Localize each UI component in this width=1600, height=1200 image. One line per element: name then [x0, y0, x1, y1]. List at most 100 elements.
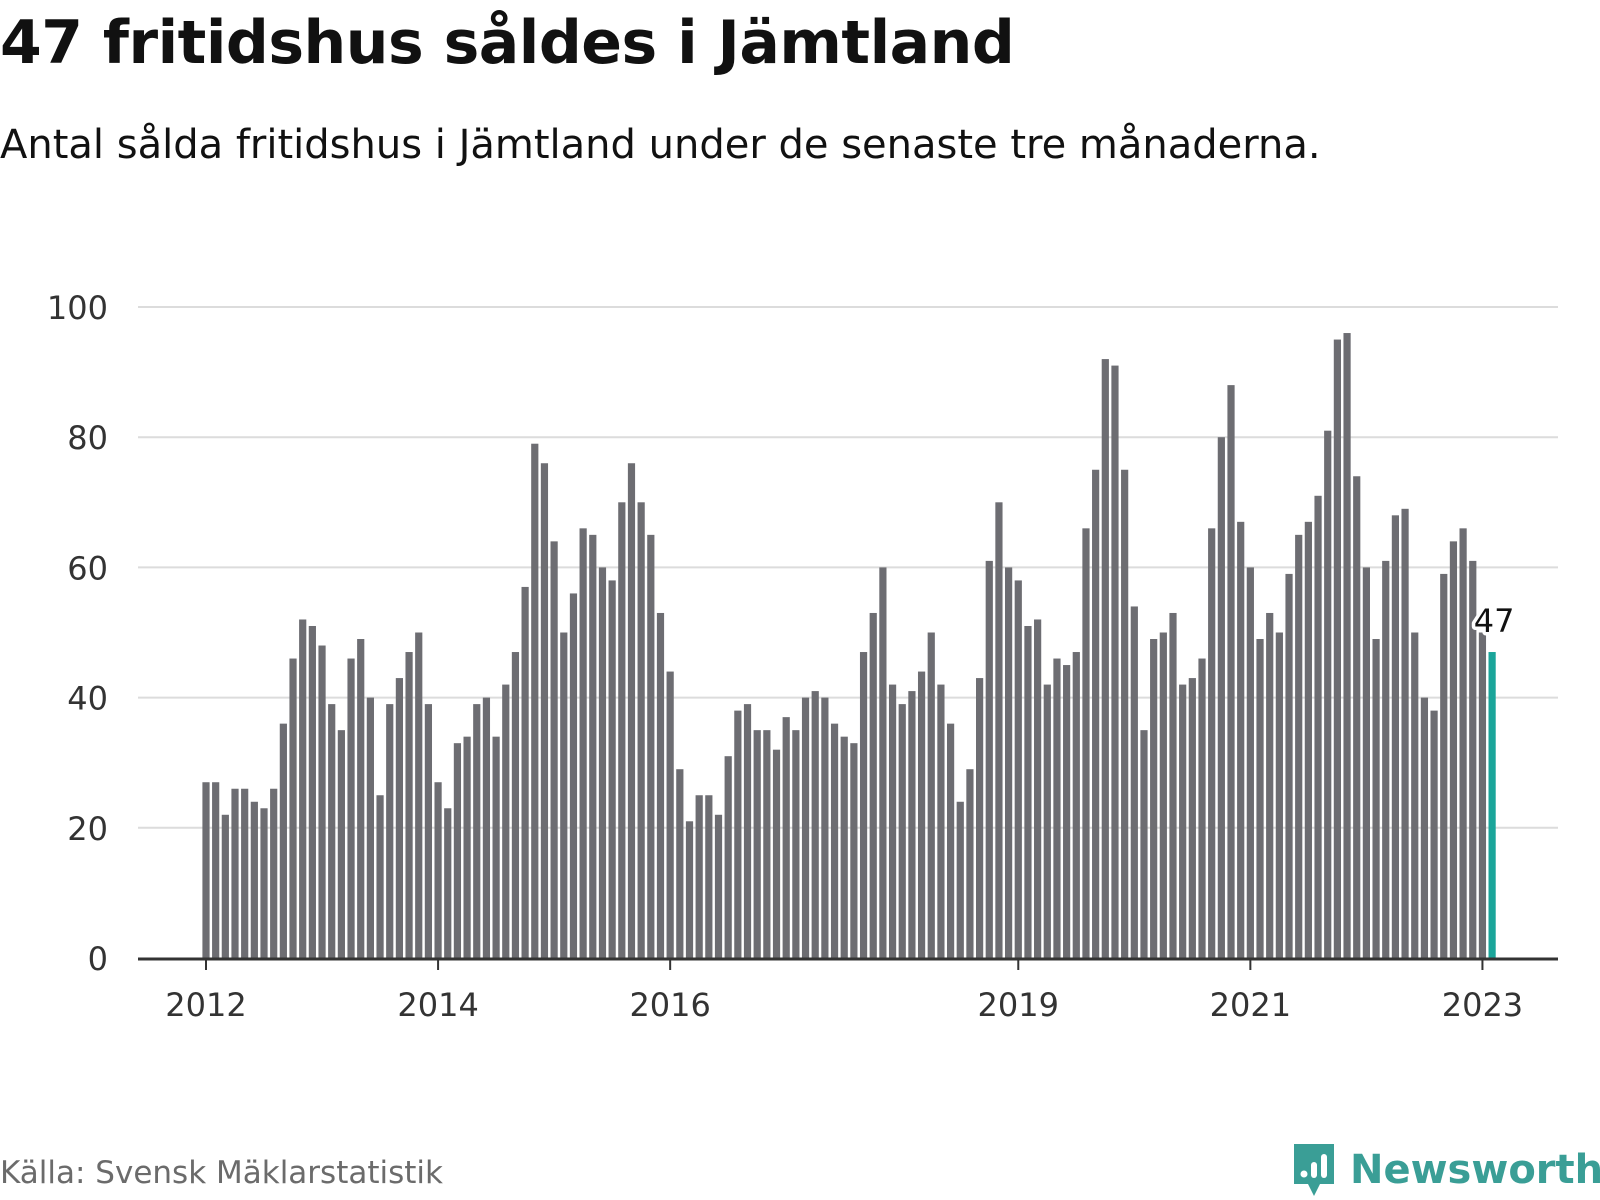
bar: [714, 814, 723, 958]
bar: [995, 502, 1003, 958]
x-tick-label: 2014: [397, 986, 478, 1024]
bar: [1237, 521, 1245, 958]
bar: [415, 632, 423, 958]
brand-logo: Newsworthy: [1290, 1140, 1600, 1200]
bar: [1092, 469, 1100, 958]
bar: [386, 704, 394, 958]
bar: [221, 814, 229, 958]
bar: [511, 652, 520, 958]
bar: [1034, 619, 1042, 958]
bar: [1072, 652, 1080, 958]
bar: [1324, 430, 1332, 958]
bar: [1449, 541, 1458, 958]
bar: [1382, 560, 1390, 958]
bar: [627, 463, 636, 958]
bar: [1005, 567, 1013, 958]
x-tick-label: 2016: [629, 986, 710, 1024]
bar: [956, 801, 964, 958]
bar: [270, 788, 278, 958]
chart-subtitle: Antal sålda fritidshus i Jämtland under …: [0, 122, 1321, 168]
bars: [202, 333, 1496, 959]
bar: [241, 788, 249, 958]
bar: [1314, 495, 1322, 958]
bar: [888, 684, 897, 958]
bar: [1391, 515, 1400, 958]
bar: [1372, 639, 1380, 958]
brand-name: Newsworthy: [1350, 1147, 1600, 1193]
y-tick-label: 20: [67, 810, 108, 848]
bar: [1285, 573, 1293, 958]
bar: [463, 736, 471, 958]
bar: [811, 691, 819, 958]
bar: [608, 580, 616, 958]
bar: [531, 443, 539, 959]
bar: [985, 560, 993, 958]
x-tick-label: 2012: [165, 986, 246, 1024]
bar: [1401, 508, 1409, 958]
bar: [695, 795, 703, 958]
x-tick-label: 2021: [1210, 986, 1291, 1024]
bar: [898, 704, 906, 958]
bar: [1053, 658, 1061, 958]
y-tick-label: 40: [67, 680, 108, 718]
bar: [502, 684, 510, 958]
bar: [337, 730, 345, 958]
bar: [705, 795, 713, 958]
bar: [1179, 684, 1187, 958]
bar: [1188, 678, 1196, 958]
bar: [366, 697, 374, 958]
bar: [772, 749, 781, 958]
bar-highlight: [1488, 652, 1496, 958]
bar: [1140, 730, 1148, 958]
bar: [231, 788, 239, 958]
bar: [444, 808, 452, 958]
bar: [492, 736, 500, 958]
bar: [395, 678, 403, 958]
bar: [879, 567, 887, 958]
y-tick-label: 80: [67, 419, 108, 457]
bar: [482, 697, 491, 958]
x-tick-label: 2019: [978, 986, 1059, 1024]
bar: [550, 541, 558, 958]
bar: [830, 723, 839, 958]
bar: [1024, 625, 1032, 958]
bar: [1266, 612, 1274, 958]
bar: [753, 730, 761, 958]
bar: [1101, 359, 1109, 959]
bar: [1043, 684, 1051, 958]
bar: [1440, 573, 1448, 958]
bar: [1130, 606, 1138, 958]
bar: [1169, 612, 1177, 958]
bar: [908, 691, 916, 958]
bar: [1275, 632, 1283, 958]
x-axis-ticks: 2012 2014 2016 2019 2021 2023: [165, 958, 1523, 1024]
bar: [1121, 469, 1129, 958]
bar: [782, 717, 790, 958]
bar: [260, 808, 268, 958]
bar: [424, 704, 433, 958]
bar: [560, 632, 568, 958]
bar: [917, 671, 926, 958]
bar: [1159, 632, 1167, 958]
bar: [453, 743, 462, 958]
bar: [618, 502, 626, 958]
bar: [1295, 534, 1303, 958]
bar: [1256, 639, 1264, 958]
bar: [666, 671, 674, 958]
bar: [1198, 658, 1206, 958]
bar: [724, 756, 732, 958]
bar: [1469, 560, 1477, 958]
y-tick-label: 60: [67, 549, 108, 587]
bar: [212, 782, 220, 958]
bar: [357, 639, 365, 958]
bar: [1208, 528, 1216, 958]
bar: [1227, 385, 1235, 958]
bar: [202, 782, 210, 958]
bar: [946, 723, 955, 958]
bar: [927, 632, 935, 958]
bar: [1014, 580, 1022, 958]
bar: [685, 821, 694, 958]
bar: [1217, 437, 1225, 958]
bar: [1478, 632, 1487, 958]
source-note: Källa: Svensk Mäklarstatistik: [0, 1155, 443, 1191]
